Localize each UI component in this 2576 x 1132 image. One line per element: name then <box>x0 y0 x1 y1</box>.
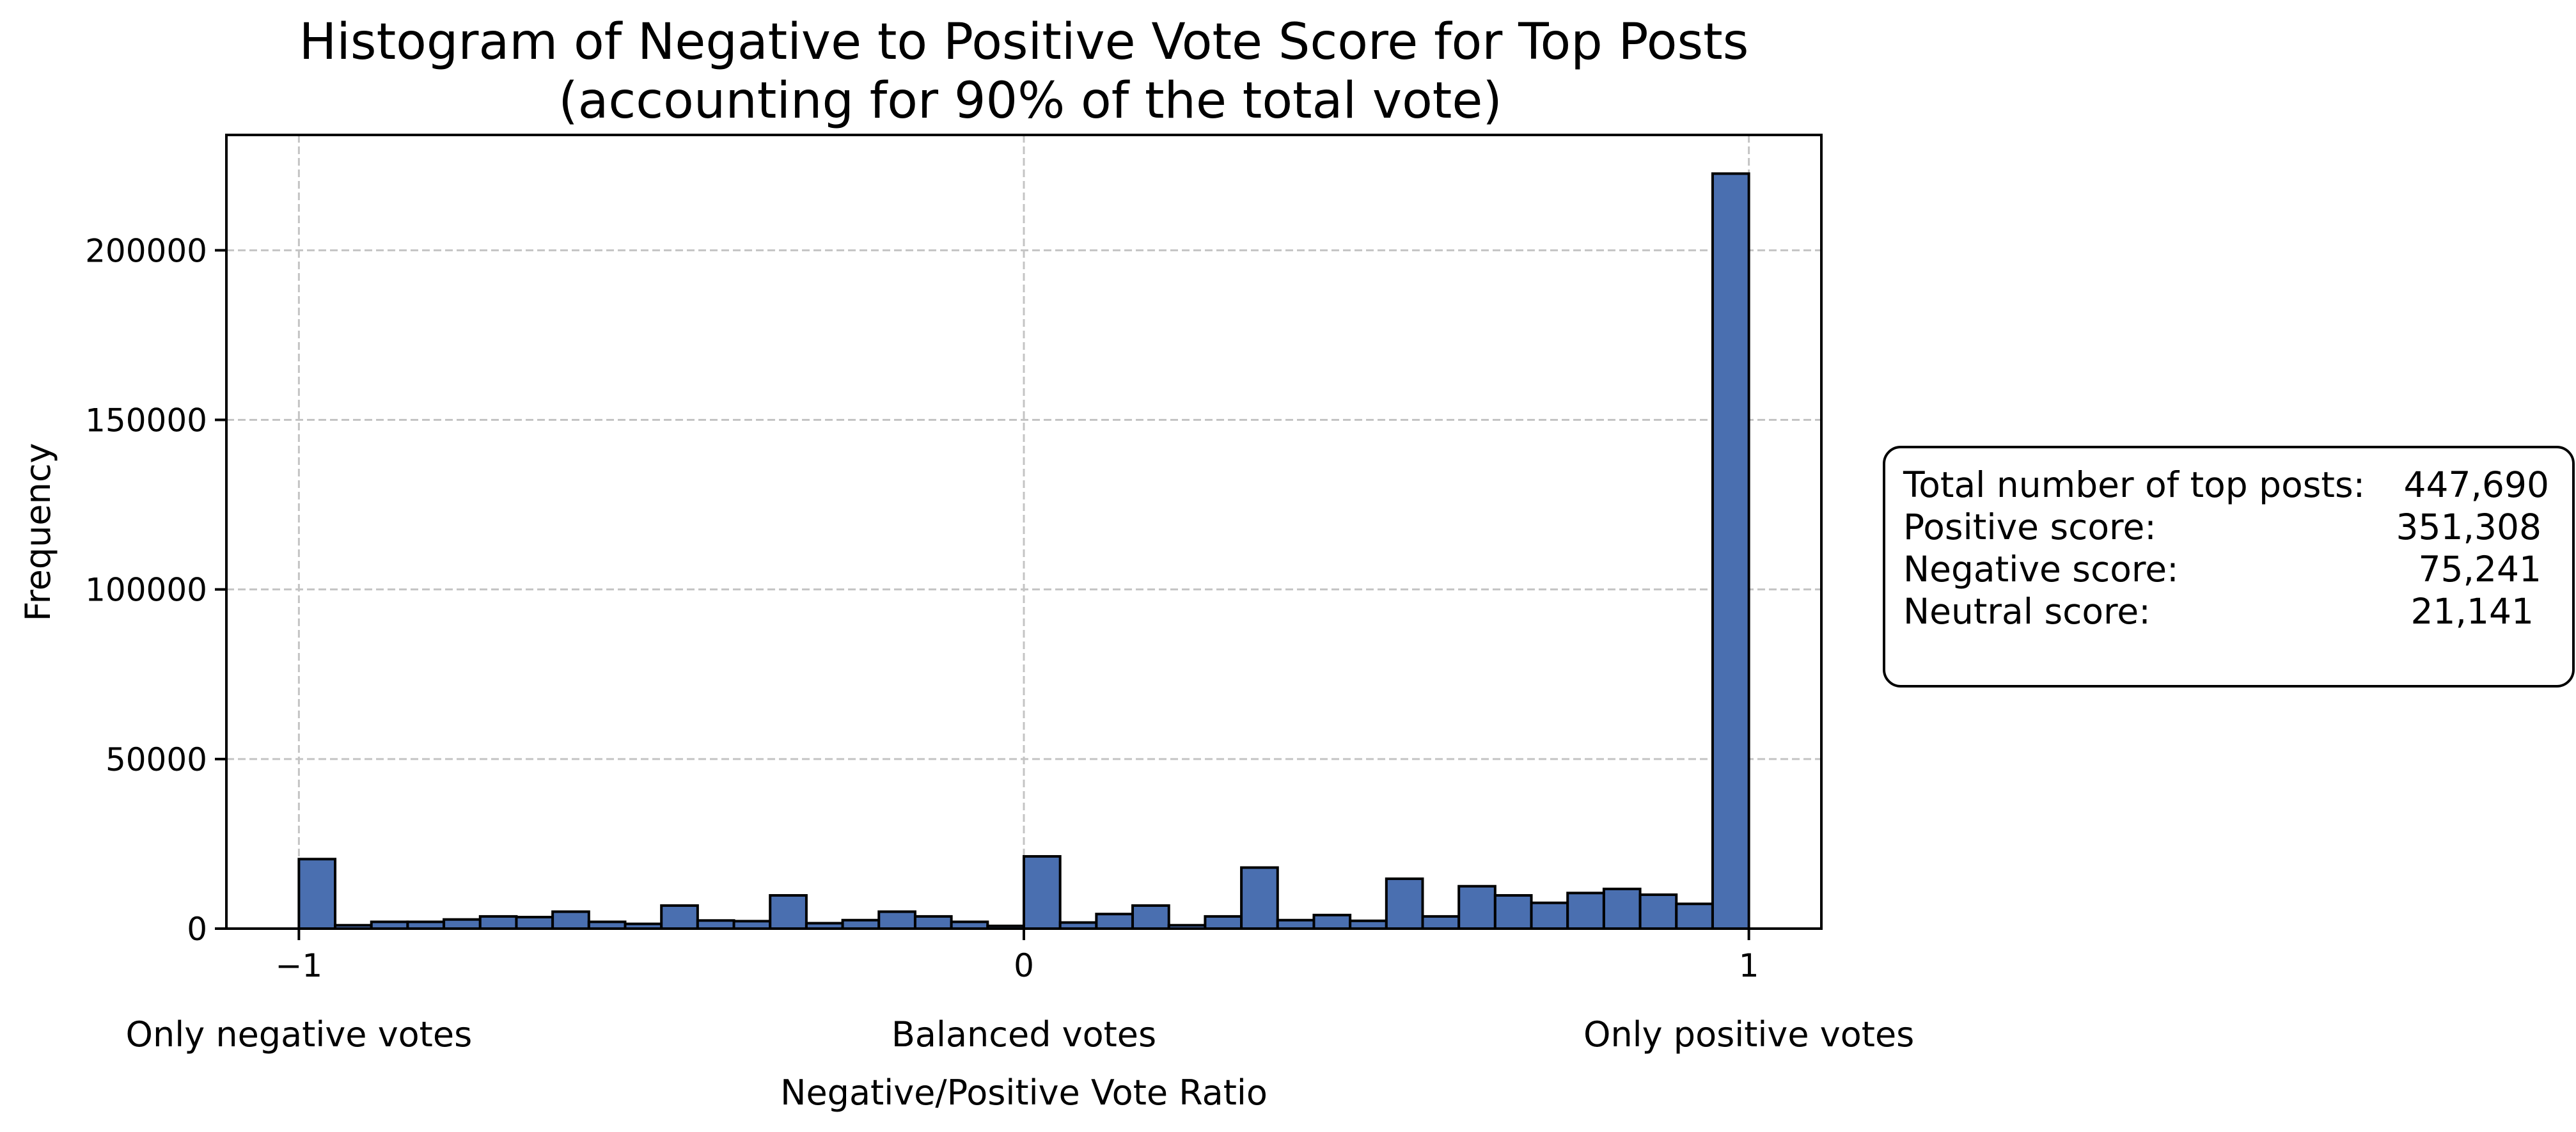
chart-title-line-1: Histogram of Negative to Positive Vote S… <box>299 13 1749 71</box>
histogram-bar <box>1711 172 1750 930</box>
histogram-bar <box>1023 855 1062 931</box>
stat-row-negative: Negative score: 75,241 <box>1903 548 2549 590</box>
histogram-bar <box>913 915 953 931</box>
histogram-bar <box>443 918 482 931</box>
histogram-bar <box>1566 892 1605 930</box>
histogram-bar <box>1204 915 1243 931</box>
stat-label-negative: Negative score: <box>1903 549 2179 590</box>
stat-value-negative: 75,241 <box>2418 549 2541 590</box>
stats-box: Total number of top posts: 447,690 Posit… <box>1883 446 2575 688</box>
stat-label-positive: Positive score: <box>1903 507 2156 547</box>
histogram-bar <box>660 904 699 931</box>
x-category-label: Only positive votes <box>1583 1014 1914 1055</box>
x-tick-label: 1 <box>1739 947 1759 984</box>
histogram-bar <box>1675 902 1714 930</box>
histogram-bar <box>1131 904 1170 931</box>
histogram-bar <box>515 915 554 931</box>
stat-label-neutral: Neutral score: <box>1903 591 2151 632</box>
histogram-bar <box>1638 893 1678 931</box>
x-tick-label: −1 <box>276 947 323 984</box>
histogram-bar <box>1457 884 1496 931</box>
stat-value-positive: 351,308 <box>2396 507 2541 547</box>
histogram-bar <box>1095 913 1135 931</box>
y-tick-label: 0 <box>187 911 207 948</box>
x-category-label: Only negative votes <box>126 1014 473 1055</box>
histogram-bar <box>1602 887 1642 930</box>
x-tick-label: 0 <box>1014 947 1034 984</box>
y-tick-label: 150000 <box>85 402 207 439</box>
chart-title-line-2: (accounting for 90% of the total vote) <box>558 72 1502 130</box>
y-tick-label: 200000 <box>85 232 207 269</box>
histogram-bar <box>297 858 337 930</box>
histogram-bar <box>478 915 518 931</box>
stat-row-neutral: Neutral score: 21,141 <box>1903 590 2549 633</box>
histogram-bar <box>551 910 590 931</box>
histogram-bar <box>1493 894 1533 930</box>
histogram-bar <box>1385 877 1424 931</box>
y-tick-label: 100000 <box>85 572 207 609</box>
stat-value-neutral: 21,141 <box>2410 591 2534 632</box>
histogram-bar <box>1421 915 1461 931</box>
x-axis-label: Negative/Positive Vote Ratio <box>780 1073 1268 1113</box>
y-tick-label: 50000 <box>106 741 207 778</box>
histogram-bar <box>1530 901 1569 930</box>
stat-row-positive: Positive score: 351,308 <box>1903 506 2549 548</box>
x-category-label: Balanced votes <box>891 1014 1156 1055</box>
histogram-bar <box>877 910 916 931</box>
histogram-bar <box>1240 866 1279 930</box>
histogram-bar <box>1312 913 1352 931</box>
stat-row-total: Total number of top posts: 447,690 <box>1903 464 2549 506</box>
histogram-bar <box>769 894 808 930</box>
stat-label-total: Total number of top posts: <box>1903 464 2366 505</box>
stat-value-total: 447,690 <box>2403 464 2549 505</box>
y-axis-label: Frequency <box>18 443 58 622</box>
